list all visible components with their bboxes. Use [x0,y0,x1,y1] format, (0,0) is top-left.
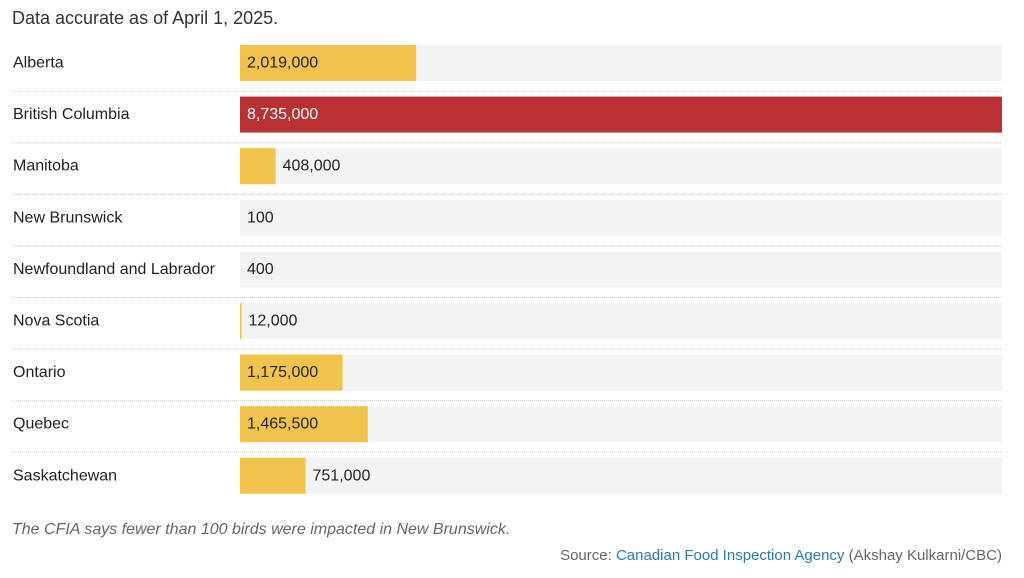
value-label: 1,175,000 [247,364,318,381]
bar-track [240,354,1002,391]
bar-row: Ontario 1,175,000 [12,348,1002,391]
category-label: Newfoundland and Labrador [13,261,216,278]
category-label: Alberta [13,55,64,72]
bar [240,303,242,339]
category-label: British Columbia [13,106,130,123]
bar-row: Nova Scotia 12,000 [12,297,1002,339]
bar-track [240,148,1002,185]
bar-chart: Alberta 2,019,000 British Columbia 8,735,00… [12,45,1002,494]
chart-subtitle: Data accurate as of April 1, 2025. [12,8,279,28]
bar [240,96,1002,133]
category-label: Nova Scotia [13,313,99,330]
value-label: 1,465,500 [247,416,318,433]
value-label: 8,735,000 [247,106,318,123]
value-label: 2,019,000 [247,55,318,72]
category-label: Saskatchewan [13,467,117,484]
bar-track [240,251,1002,288]
value-label: 408,000 [283,158,341,175]
chart-note: The CFIA says fewer than 100 birds were … [12,521,511,538]
category-label: Quebec [13,416,69,433]
value-label: 100 [247,209,274,226]
category-label: Ontario [13,364,66,381]
bar-row: Alberta 2,019,000 [13,45,1002,81]
source-link[interactable]: Canadian Food Inspection Agency [615,547,845,564]
bar [240,354,343,391]
value-label: 12,000 [249,313,298,330]
bar [240,457,306,494]
bar-row: New Brunswick 100 [12,193,1002,236]
source-credit: (Akshay Kulkarni/CBC) [848,547,1002,564]
source-line: Source: Canadian Food Inspection Agency … [560,547,1002,564]
bar-track [240,199,1002,236]
category-label: New Brunswick [13,209,123,226]
bar-track [240,457,1002,494]
bar [240,406,368,443]
bar-row: Quebec 1,465,500 [12,400,1002,443]
bar [240,45,417,81]
bar-row: British Columbia 8,735,000 [12,90,1002,133]
bar-track [240,303,1002,339]
value-label: 751,000 [313,467,371,484]
source-prefix: Source: [560,547,612,564]
category-label: Manitoba [13,158,79,175]
bar-row: Manitoba 408,000 [12,142,1002,185]
bar [240,148,276,185]
bar-row: Saskatchewan 751,000 [12,451,1002,494]
value-label: 400 [247,261,274,278]
bar-row: Newfoundland and Labrador 400 [12,245,1002,288]
